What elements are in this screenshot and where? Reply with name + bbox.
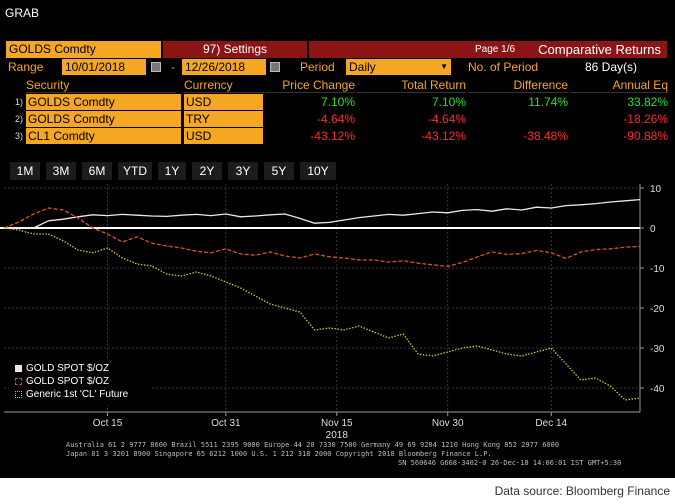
- range-separator: -: [171, 60, 175, 74]
- series-line-2: [3, 207, 641, 268]
- x-tick-label: Nov 30: [432, 418, 464, 429]
- table-row-security[interactable]: GOLDS Comdty: [26, 94, 181, 110]
- end-date-input[interactable]: 12/26/2018: [182, 59, 266, 75]
- x-year-label: 2018: [326, 430, 349, 438]
- table-row-difference: [468, 111, 568, 127]
- legend-entry: Generic 1st 'CL' Future: [15, 389, 128, 401]
- col-header-price-change[interactable]: Price Change: [265, 77, 355, 93]
- period-value: Daily: [349, 60, 376, 74]
- y-tick-label: -10: [650, 264, 665, 275]
- y-tick-label: -30: [650, 344, 665, 355]
- num-period-value: 86 Day(s): [585, 60, 638, 74]
- security-field[interactable]: GOLDS Comdty: [6, 41, 161, 58]
- y-tick-label: 10: [650, 184, 662, 195]
- data-source-note: Data source: Bloomberg Finance: [494, 484, 670, 498]
- tab-1y[interactable]: 1Y: [158, 162, 186, 180]
- x-tick-label: Dec 14: [535, 418, 567, 429]
- num-period-label: No. of Period: [468, 60, 539, 74]
- y-tick-label: -20: [650, 304, 665, 315]
- comparative-returns-chart: 10 0 -10 -20 -30 -40 Oct 15 Oct 31 Nov 15 Nov 30 D…: [0, 184, 665, 438]
- terminal-footer: Australia 61 2 9777 8600 Brazil 5511 239…: [0, 441, 675, 468]
- chart-legend: GOLD SPOT $/OZ GOLD SPOT $/OZ Generic 1s…: [9, 359, 151, 405]
- tab-ytd[interactable]: YTD: [118, 162, 152, 180]
- table-row-annual-eq: 33.82%: [627, 95, 668, 109]
- col-header-security[interactable]: Security: [26, 77, 176, 93]
- table-row-total-return: 7.10%: [431, 95, 466, 109]
- tab-1m[interactable]: 1M: [10, 162, 40, 180]
- row-number: 2): [15, 114, 24, 124]
- row-number: 3): [15, 131, 24, 141]
- table-row-currency[interactable]: USD: [184, 94, 263, 110]
- legend-swatch: [15, 364, 22, 372]
- legend-label: GOLD SPOT $/OZ: [26, 376, 110, 387]
- legend-swatch: [15, 390, 22, 398]
- legend-entry: GOLD SPOT $/OZ: [15, 363, 109, 375]
- tab-2y[interactable]: 2Y: [192, 162, 222, 180]
- range-label: Range: [8, 60, 44, 74]
- period-label: Period: [300, 60, 335, 74]
- table-row-total-return: -4.64%: [427, 112, 466, 126]
- row-number: 1): [15, 97, 24, 107]
- y-tick-label: -40: [650, 384, 665, 395]
- x-tick-label: Oct 31: [211, 418, 241, 429]
- function-title: Comparative Returns: [538, 42, 661, 57]
- window-title: GRAB: [5, 6, 40, 20]
- tab-10y[interactable]: 10Y: [300, 162, 336, 180]
- tab-3y[interactable]: 3Y: [228, 162, 258, 180]
- table-row-price-change: -4.64%: [316, 112, 355, 126]
- table-row-annual-eq: -18.26%: [623, 112, 668, 126]
- calendar-icon[interactable]: [151, 62, 161, 72]
- series-line-3: [3, 227, 641, 401]
- table-row-price-change: 7.10%: [320, 95, 355, 109]
- col-header-difference[interactable]: Difference: [468, 77, 568, 93]
- footer-line: Australia 61 2 9777 8600 Brazil 5511 239…: [66, 441, 560, 449]
- table-row-security[interactable]: GOLDS Comdty: [26, 111, 181, 127]
- table-row-difference: 11.74%: [528, 95, 568, 109]
- table-row-currency[interactable]: USD: [184, 128, 263, 144]
- table-row-price-change: -43.12%: [310, 129, 355, 143]
- chevron-down-icon: ▼: [440, 62, 448, 71]
- tab-3m[interactable]: 3M: [46, 162, 76, 180]
- legend-label: GOLD SPOT $/OZ: [26, 363, 110, 374]
- col-header-currency[interactable]: Currency: [184, 77, 264, 93]
- footer-line: SN 560646 G668-3402-0 26-Dec-18 14:06:01…: [398, 459, 622, 467]
- col-header-annual-eq[interactable]: Annual Eq: [570, 77, 668, 93]
- calendar-icon[interactable]: [270, 62, 280, 72]
- period-dropdown[interactable]: Daily ▼: [346, 59, 451, 75]
- y-tick-label: 0: [650, 224, 656, 235]
- settings-button[interactable]: 97) Settings: [163, 41, 307, 58]
- function-titlebar: Page 1/6 Comparative Returns: [309, 41, 667, 58]
- legend-swatch: [15, 377, 22, 385]
- legend-label: Generic 1st 'CL' Future: [26, 389, 129, 400]
- x-tick-label: Oct 15: [93, 418, 123, 429]
- col-header-total-return[interactable]: Total Return: [357, 77, 466, 93]
- start-date-input[interactable]: 10/01/2018: [62, 59, 146, 75]
- table-row-annual-eq: -90.88%: [623, 129, 668, 143]
- x-tick-label: Nov 15: [321, 418, 353, 429]
- table-row-difference: -38.48%: [523, 129, 568, 143]
- page-indicator: Page 1/6: [475, 44, 516, 55]
- table-row-currency[interactable]: TRY: [184, 111, 263, 127]
- legend-entry: GOLD SPOT $/OZ: [15, 376, 109, 388]
- table-row-security[interactable]: CL1 Comdty: [26, 128, 181, 144]
- tab-6m[interactable]: 6M: [82, 162, 112, 180]
- series-line-1: [4, 198, 641, 229]
- footer-line: Japan 81 3 3201 8900 Singapore 65 6212 1…: [66, 450, 492, 458]
- tab-5y[interactable]: 5Y: [264, 162, 294, 180]
- bloomberg-terminal: GRAB GOLDS Comdty 97) Settings Page 1/6 …: [0, 0, 675, 478]
- table-row-total-return: -43.12%: [421, 129, 466, 143]
